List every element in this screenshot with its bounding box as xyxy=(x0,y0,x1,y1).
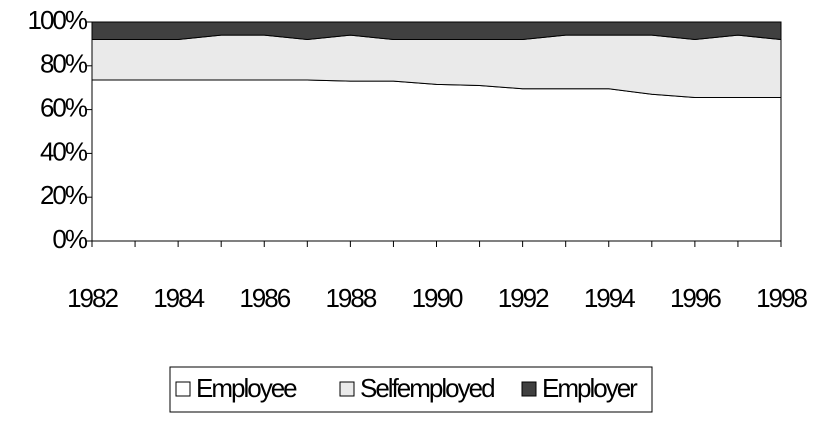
legend-label: Employer xyxy=(542,373,638,403)
area xyxy=(91,79,782,242)
x-tick-label: 1982 xyxy=(67,283,118,313)
y-tick-label: 80% xyxy=(40,49,88,79)
x-tick-label: 1992 xyxy=(498,283,549,313)
x-tick-label: 1998 xyxy=(756,283,807,313)
x-tick-label: 1988 xyxy=(325,283,376,313)
legend-label: Selfemployed xyxy=(360,373,494,403)
x-tick-label: 1996 xyxy=(670,283,721,313)
x-tick-label: 1986 xyxy=(239,283,290,313)
area xyxy=(91,21,782,41)
legend-swatch xyxy=(339,381,355,397)
y-tick-label: 40% xyxy=(40,136,88,166)
legend-swatch xyxy=(175,381,191,397)
y-tick-label: 100% xyxy=(28,5,88,35)
x-tick-label: 1984 xyxy=(153,283,204,313)
legend-label: Employee xyxy=(196,373,297,403)
y-tick-label: 60% xyxy=(40,92,88,122)
x-tick-label: 1994 xyxy=(584,283,635,313)
y-tick-label: 0% xyxy=(52,224,87,254)
legend-box xyxy=(169,366,653,413)
y-tick-label: 20% xyxy=(40,180,88,210)
legend-swatch xyxy=(521,381,537,397)
x-tick-label: 1990 xyxy=(412,283,463,313)
